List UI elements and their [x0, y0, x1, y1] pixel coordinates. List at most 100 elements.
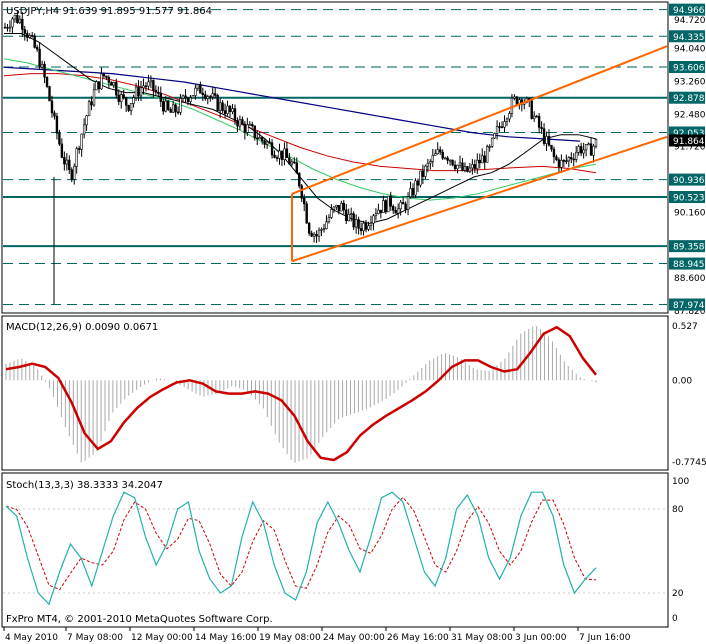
- x-tick-label: 31 May 08:00: [451, 633, 513, 643]
- candle-body: [488, 146, 491, 148]
- candle-body: [325, 221, 328, 229]
- candle-body: [77, 148, 81, 150]
- candle-body: [285, 148, 289, 158]
- candle-body: [241, 119, 244, 125]
- candle-body: [369, 222, 373, 227]
- candle-body: [48, 86, 51, 102]
- candle-body: [97, 81, 101, 90]
- candle-body: [65, 159, 69, 165]
- candle-body: [419, 170, 422, 186]
- level-label-bg: [669, 191, 705, 204]
- candle-body: [342, 202, 345, 211]
- level-label-bg: [669, 91, 705, 104]
- candle-body: [50, 100, 54, 114]
- candle-body: [273, 154, 276, 158]
- candle-body: [181, 95, 185, 99]
- x-tick-label: 3 Jun 00:00: [515, 633, 567, 643]
- candle-body: [367, 225, 370, 230]
- candle-body: [45, 76, 49, 87]
- candle-body: [347, 214, 350, 222]
- candle-body: [579, 146, 583, 154]
- price-y-tick-label: 92.480: [674, 110, 706, 120]
- candle-body: [80, 133, 83, 150]
- candle-body: [206, 96, 209, 99]
- x-tick-label: 7 Jun 16:00: [579, 633, 631, 643]
- x-tick-label: 19 May 08:00: [259, 633, 321, 643]
- candle-body: [117, 94, 120, 102]
- candle-body: [592, 145, 595, 156]
- candle-body: [21, 18, 24, 30]
- stoch-main-line: [5, 491, 597, 606]
- candle-body: [139, 87, 143, 97]
- candle-body: [500, 126, 504, 128]
- level-label: 90.936: [673, 176, 705, 186]
- candle-body: [392, 205, 395, 211]
- candle-body: [38, 48, 41, 68]
- candle-body: [312, 234, 316, 237]
- candle-body: [305, 203, 308, 224]
- candle-body: [251, 124, 254, 127]
- candle-body: [8, 26, 12, 29]
- candle-body: [320, 229, 323, 231]
- candle-body: [330, 209, 333, 218]
- candle-body: [137, 86, 140, 97]
- stoch-y-tick-label: 0: [672, 614, 678, 624]
- candle-body: [90, 101, 93, 106]
- candle-body: [510, 97, 514, 114]
- price-y-tick-label: 94.040: [674, 45, 706, 55]
- candle-body: [231, 108, 234, 112]
- candle-body: [436, 149, 439, 155]
- candle-body: [147, 81, 150, 87]
- candle-body: [184, 95, 187, 99]
- candle-body: [481, 155, 484, 164]
- candle-body: [6, 27, 9, 29]
- candle-body: [265, 141, 269, 145]
- candle-body: [364, 222, 368, 230]
- candle-body: [357, 219, 360, 229]
- candle-body: [310, 232, 313, 237]
- candle-body: [335, 204, 338, 208]
- candle-body: [221, 102, 224, 111]
- candle-body: [577, 146, 580, 153]
- candle-body: [154, 89, 158, 93]
- candle-body: [70, 169, 73, 180]
- candle-body: [63, 156, 66, 165]
- ma-fast-line: [4, 33, 597, 224]
- candles-group: [3, 10, 598, 305]
- candle-body: [211, 93, 214, 98]
- candle-body: [448, 159, 452, 162]
- candle-body: [572, 158, 575, 161]
- candle-body: [515, 96, 519, 106]
- candle-body: [246, 124, 249, 133]
- candle-body: [112, 82, 116, 86]
- candle-body: [226, 105, 229, 114]
- candle-body: [26, 33, 29, 38]
- candle-body: [476, 159, 479, 169]
- candle-body: [414, 180, 417, 196]
- candle-body: [374, 213, 378, 217]
- candle-body: [105, 75, 108, 78]
- candle-body: [468, 167, 472, 172]
- candle-body: [129, 103, 133, 111]
- candle-body: [196, 84, 200, 89]
- candle-body: [542, 128, 546, 144]
- candle-body: [498, 126, 501, 128]
- level-label: 94.335: [673, 33, 705, 43]
- candle-body: [288, 157, 291, 165]
- candle-body: [68, 159, 71, 171]
- macd-signal-line: [5, 325, 597, 462]
- price-layer: [3, 9, 668, 306]
- candle-body: [144, 85, 148, 88]
- candle-body: [238, 119, 242, 127]
- candle-body: [441, 151, 444, 159]
- axis-layer: 94.720 94.040 93.260 92.480 91.720 90.160 89.3…: [3, 3, 706, 643]
- level-label: 88.945: [673, 260, 705, 270]
- candle-body: [532, 115, 536, 119]
- candle-body: [426, 162, 430, 167]
- candle-body: [236, 120, 239, 127]
- candle-body: [337, 204, 341, 212]
- candle-body: [567, 157, 570, 162]
- level-label-bg: [669, 30, 705, 43]
- candle-body: [406, 196, 410, 210]
- candle-body: [458, 162, 462, 166]
